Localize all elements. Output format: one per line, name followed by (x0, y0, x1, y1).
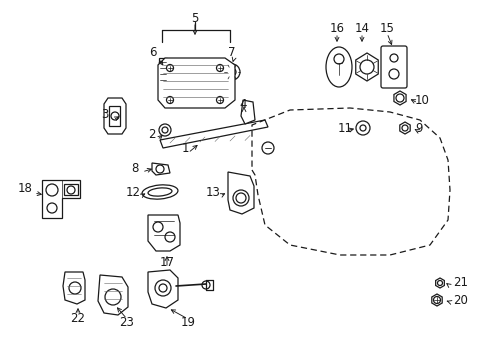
Circle shape (359, 60, 373, 74)
Text: 6: 6 (149, 45, 157, 58)
Text: 15: 15 (379, 22, 394, 35)
Circle shape (216, 96, 223, 104)
Polygon shape (152, 163, 170, 175)
Polygon shape (158, 58, 235, 108)
Circle shape (67, 186, 75, 194)
Polygon shape (63, 272, 85, 304)
Circle shape (105, 289, 121, 305)
Text: 1: 1 (181, 141, 188, 154)
Ellipse shape (325, 47, 351, 87)
Circle shape (388, 69, 398, 79)
Circle shape (433, 297, 440, 303)
Text: 13: 13 (205, 185, 220, 198)
Circle shape (162, 127, 168, 133)
Circle shape (164, 232, 175, 242)
Circle shape (262, 142, 273, 154)
Text: 18: 18 (18, 181, 32, 194)
Polygon shape (64, 184, 78, 195)
Polygon shape (42, 180, 80, 218)
Circle shape (156, 165, 163, 173)
Text: 8: 8 (131, 162, 139, 175)
Text: 16: 16 (329, 22, 344, 35)
Text: 19: 19 (180, 315, 195, 328)
Text: 14: 14 (354, 22, 369, 35)
Text: 3: 3 (101, 108, 108, 122)
Polygon shape (98, 275, 128, 315)
Circle shape (236, 193, 245, 203)
Polygon shape (393, 91, 405, 105)
Text: 7: 7 (228, 45, 235, 58)
Polygon shape (148, 215, 180, 251)
Circle shape (227, 68, 236, 76)
Polygon shape (148, 270, 178, 308)
Polygon shape (435, 278, 444, 288)
Circle shape (355, 121, 369, 135)
Text: 22: 22 (70, 311, 85, 324)
Ellipse shape (142, 185, 178, 199)
Circle shape (333, 54, 343, 64)
Polygon shape (431, 294, 441, 306)
Text: 5: 5 (191, 12, 198, 24)
Text: 4: 4 (239, 99, 246, 112)
Polygon shape (104, 98, 126, 134)
Circle shape (437, 280, 442, 285)
Text: 12: 12 (125, 185, 140, 198)
Text: 17: 17 (159, 256, 174, 269)
Text: 20: 20 (452, 293, 467, 306)
Circle shape (232, 190, 248, 206)
Text: 9: 9 (414, 122, 422, 135)
Circle shape (224, 64, 240, 80)
Circle shape (46, 184, 58, 196)
Circle shape (216, 64, 223, 72)
Circle shape (395, 94, 403, 102)
Circle shape (160, 78, 165, 84)
Polygon shape (227, 172, 253, 214)
Polygon shape (160, 120, 267, 148)
Text: 23: 23 (120, 315, 134, 328)
Circle shape (166, 96, 173, 104)
FancyBboxPatch shape (380, 46, 406, 88)
Polygon shape (399, 122, 409, 134)
Circle shape (359, 125, 365, 131)
Text: 10: 10 (414, 94, 429, 107)
Text: 2: 2 (148, 129, 156, 141)
Polygon shape (109, 106, 120, 126)
Circle shape (111, 112, 119, 120)
Circle shape (389, 54, 397, 62)
Circle shape (69, 282, 81, 294)
Circle shape (155, 280, 171, 296)
Circle shape (153, 222, 163, 232)
Circle shape (159, 284, 167, 292)
Circle shape (202, 281, 209, 289)
Ellipse shape (148, 188, 172, 196)
Text: 11: 11 (337, 122, 352, 135)
Text: 21: 21 (452, 276, 467, 289)
Circle shape (47, 203, 57, 213)
Circle shape (159, 124, 171, 136)
Polygon shape (159, 58, 167, 86)
Circle shape (166, 64, 173, 72)
Circle shape (401, 125, 407, 131)
Polygon shape (241, 100, 254, 124)
Polygon shape (355, 53, 378, 81)
